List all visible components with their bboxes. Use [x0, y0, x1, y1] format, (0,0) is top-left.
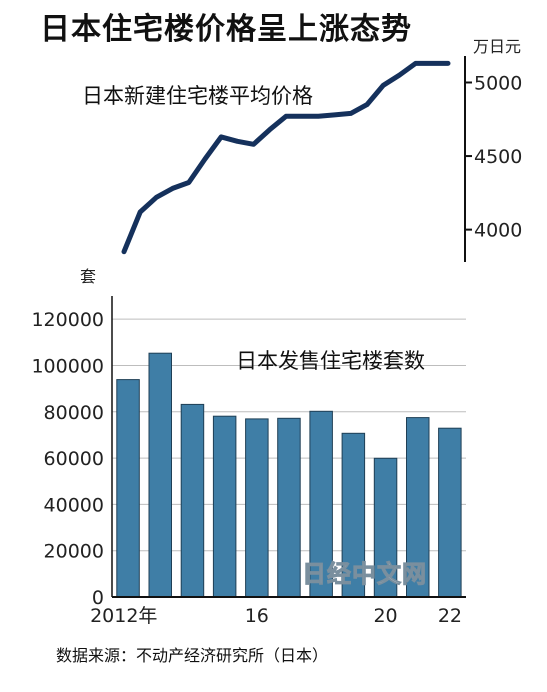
sales-x-tick-label: 2012年	[90, 605, 157, 627]
sales-bar	[212, 415, 237, 598]
sales-bar	[148, 352, 172, 598]
sales-y-tick-label: 80000	[44, 402, 104, 424]
sales-y-tick-label: 40000	[44, 494, 104, 516]
sales-y-ticks: 0 20000 40000 60000 80000 100000 120000	[31, 309, 104, 609]
sales-bars	[116, 352, 462, 598]
price-y-tick-label: 5000	[474, 72, 522, 94]
price-y-tick-label: 4000	[474, 220, 522, 242]
sales-x-ticks: 2012年 16 20 22	[90, 605, 462, 627]
sales-x-tick-label: 20	[373, 605, 397, 627]
sales-y-tick-label: 100000	[31, 355, 104, 377]
sales-bar	[438, 427, 462, 598]
price-line-chart: 万日元 日本新建住宅楼平均价格 4000 4500 5000	[82, 37, 522, 262]
price-y-tick-label: 4500	[474, 146, 522, 168]
sales-unit-label: 套	[80, 267, 96, 286]
price-unit-label: 万日元	[473, 37, 521, 56]
watermark-logo: 日经中文网	[302, 560, 427, 588]
sales-series-label: 日本发售住宅楼套数	[236, 349, 425, 373]
sales-bar-chart: 0 20000 40000 60000 80000 100000 120000 2012年 1…	[31, 267, 466, 627]
price-y-ticks: 4000 4500 5000	[465, 72, 522, 242]
source-note: 数据来源：不动产经济研究所（日本）	[56, 646, 329, 665]
sales-bar	[116, 379, 140, 598]
price-series-label: 日本新建住宅楼平均价格	[82, 84, 313, 108]
sales-y-tick-label: 120000	[31, 309, 104, 331]
sales-bar	[277, 417, 301, 598]
sales-y-tick-label: 20000	[44, 541, 104, 563]
sales-x-tick-label: 16	[245, 605, 269, 627]
chart-title: 日本住宅楼价格呈上涨态势	[40, 12, 412, 47]
sales-y-tick-label: 60000	[44, 448, 104, 470]
sales-bar	[245, 418, 269, 598]
sales-y-tick-label: 0	[92, 587, 104, 609]
sales-bar	[180, 403, 205, 598]
price-series-line	[121, 60, 451, 255]
sales-x-tick-label: 22	[438, 605, 462, 627]
